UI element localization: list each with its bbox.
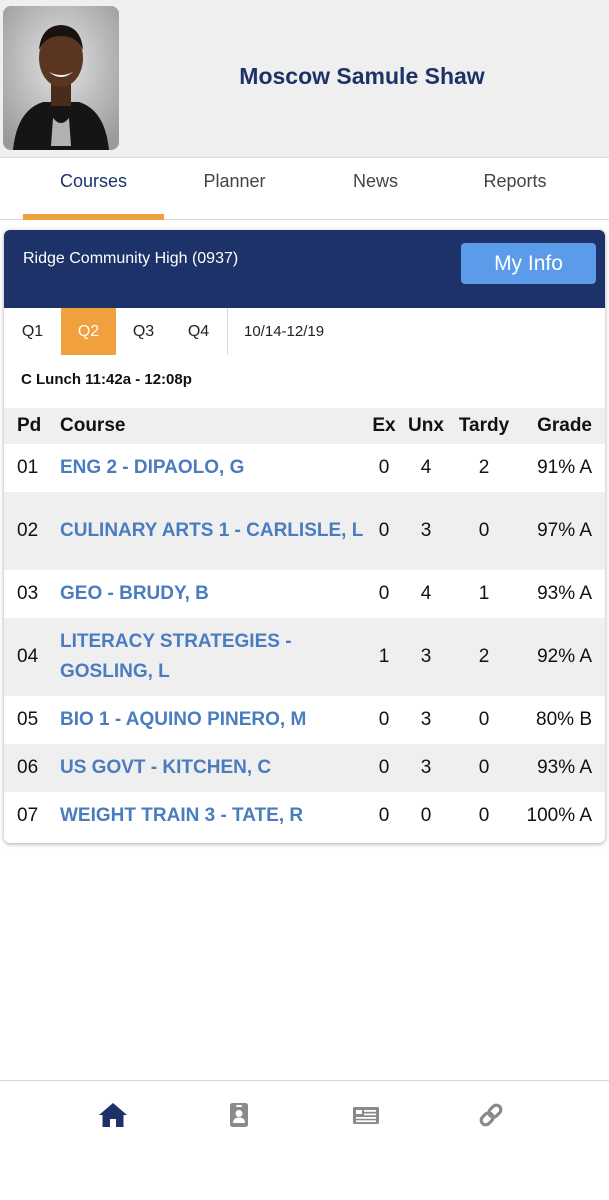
tab-courses-label: Courses [59, 171, 128, 191]
table-header: Pd Course Ex Unx Tardy Grade [4, 408, 605, 444]
quarter-q2[interactable]: Q2 [61, 308, 116, 355]
period-number: 03 [17, 583, 39, 604]
grade-value: 93% A [537, 583, 592, 604]
course-link[interactable]: US GOVT - KITCHEN, C [60, 757, 272, 778]
quarter-q3[interactable]: Q3 [132, 323, 155, 340]
unexcused-count: 4 [420, 583, 432, 604]
unexcused-count: 3 [420, 709, 432, 730]
course-link[interactable]: WEIGHT TRAIN 3 - TATE, R [60, 805, 304, 826]
table-row[interactable]: 05 BIO 1 - AQUINO PINERO, M 0 3 0 80% B [4, 696, 605, 744]
tardy-count: 2 [478, 457, 490, 478]
home-icon[interactable] [97, 1099, 129, 1131]
course-link[interactable]: BIO 1 - AQUINO PINERO, M [60, 709, 307, 730]
header-course: Course [60, 415, 126, 436]
period-number: 02 [17, 520, 39, 541]
my-info-button[interactable]: My Info [461, 243, 596, 284]
course-link[interactable]: GEO - BRUDY, B [60, 583, 209, 604]
excused-count: 0 [378, 757, 390, 778]
tab-reports-label: Reports [483, 171, 547, 191]
tab-news-label: News [352, 171, 398, 191]
id-badge-icon[interactable] [223, 1099, 255, 1131]
unexcused-count: 4 [420, 457, 432, 478]
table-row[interactable]: 01 ENG 2 - DIPAOLO, G 0 4 2 91% A [4, 444, 605, 492]
course-link[interactable]: LITERACY STRATEGIES - GOSLING, L [60, 631, 292, 682]
course-link[interactable]: CULINARY ARTS 1 - CARLISLE, L [60, 520, 364, 541]
excused-count: 0 [378, 583, 390, 604]
quarter-q4[interactable]: Q4 [187, 323, 210, 340]
unexcused-count: 3 [420, 520, 432, 541]
profile-header: Moscow Samule Shaw [0, 0, 609, 157]
quarter-q1[interactable]: Q1 [21, 323, 44, 340]
period-number: 05 [17, 709, 39, 730]
tardy-count: 2 [478, 646, 490, 667]
excused-count: 1 [378, 646, 390, 667]
grade-value: 80% B [536, 709, 592, 730]
header-ex: Ex [372, 415, 396, 436]
grade-value: 100% A [526, 805, 593, 826]
tardy-count: 0 [478, 520, 490, 541]
period-number: 06 [17, 757, 39, 778]
excused-count: 0 [378, 457, 390, 478]
unexcused-count: 0 [420, 805, 432, 826]
excused-count: 0 [378, 709, 390, 730]
header-pd: Pd [17, 415, 42, 436]
tab-planner-label: Planner [203, 171, 266, 191]
tab-courses[interactable]: Courses [23, 158, 164, 220]
lunch-schedule: C Lunch 11:42a - 12:08p [21, 371, 192, 388]
card-header: Ridge Community High (0937) My Info [4, 230, 605, 308]
header-grade: Grade [537, 415, 592, 436]
grade-value: 91% A [537, 457, 592, 478]
table-row[interactable]: 07 WEIGHT TRAIN 3 - TATE, R 0 0 0 100% A [4, 792, 605, 840]
quarter-date-range: 10/14-12/19 [244, 323, 325, 340]
tardy-count: 0 [478, 757, 490, 778]
active-tab-indicator [23, 214, 164, 220]
unexcused-count: 3 [420, 757, 432, 778]
header-unx: Unx [408, 415, 444, 436]
header-tardy: Tardy [458, 415, 510, 436]
tardy-count: 1 [478, 583, 490, 604]
grade-value: 97% A [537, 520, 592, 541]
tardy-count: 0 [478, 805, 490, 826]
excused-count: 0 [378, 805, 390, 826]
student-name: Moscow Samule Shaw [239, 63, 485, 89]
grade-value: 92% A [537, 646, 592, 667]
tab-planner[interactable]: Planner [164, 158, 305, 220]
student-photo [3, 6, 119, 150]
period-number: 01 [17, 457, 39, 478]
table-row[interactable]: 03 GEO - BRUDY, B 0 4 1 93% A [4, 570, 605, 618]
school-name: Ridge Community High (0937) [23, 250, 239, 267]
table-row[interactable]: 02 CULINARY ARTS 1 - CARLISLE, L 0 3 0 9… [4, 492, 605, 570]
tardy-count: 0 [478, 709, 490, 730]
newspaper-icon[interactable] [350, 1099, 382, 1131]
link-icon[interactable] [475, 1099, 507, 1131]
table-row[interactable]: 04 LITERACY STRATEGIES - GOSLING, L 1 3 … [4, 618, 605, 696]
period-number: 07 [17, 805, 39, 826]
quarter-selector: Q1 Q2 Q3 Q4 10/14-12/19 [4, 308, 605, 355]
period-number: 04 [17, 646, 39, 667]
table-row[interactable]: 06 US GOVT - KITCHEN, C 0 3 0 93% A [4, 744, 605, 792]
excused-count: 0 [378, 520, 390, 541]
course-link[interactable]: ENG 2 - DIPAOLO, G [60, 457, 245, 478]
grade-value: 93% A [537, 757, 592, 778]
courses-card: Ridge Community High (0937) My Info Q1 Q… [4, 230, 605, 843]
tab-news[interactable]: News [305, 158, 446, 220]
unexcused-count: 3 [420, 646, 432, 667]
quarter-divider [227, 308, 228, 355]
top-tab-bar: Courses Planner News Reports [0, 157, 609, 220]
tab-reports[interactable]: Reports [446, 158, 584, 220]
bottom-nav-bar [0, 1080, 609, 1200]
